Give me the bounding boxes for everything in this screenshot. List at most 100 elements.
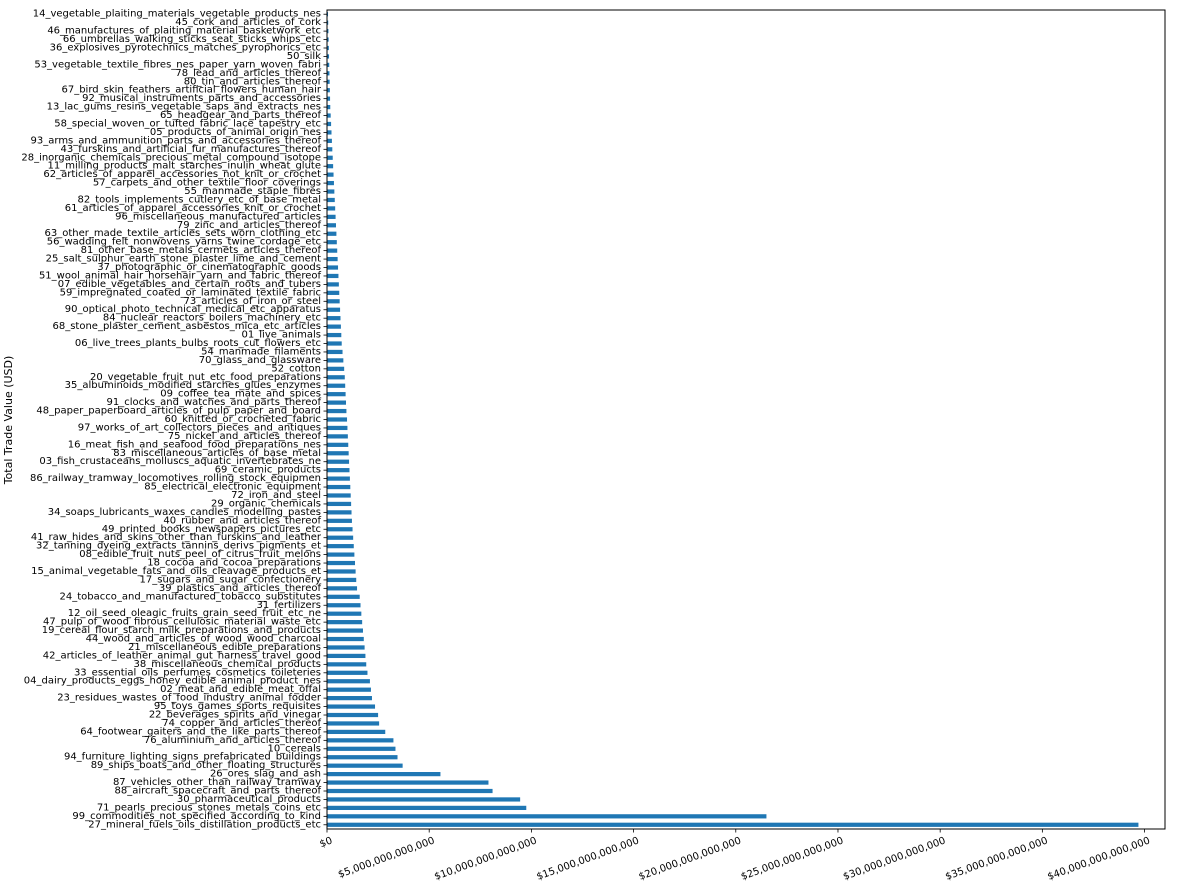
bar <box>327 240 337 245</box>
category-label: 69_ceramic_products <box>215 465 321 476</box>
bar <box>327 341 342 346</box>
category-label: 92_musical_instruments_parts_and_accesso… <box>82 93 321 104</box>
bar <box>327 636 364 642</box>
bar <box>327 425 348 431</box>
bar <box>327 324 341 329</box>
bar <box>327 299 340 304</box>
category-label: 83_miscellaneous_articles_of_base_metal <box>113 448 321 459</box>
category-label: 39_plastics_and_articles_thereof <box>159 583 322 594</box>
category-label: 54_manmade_filaments <box>201 346 321 357</box>
bar <box>327 265 339 270</box>
bar <box>327 62 330 67</box>
category-label: 75_nickel_and_articles_thereof <box>168 431 322 442</box>
bar <box>327 653 366 659</box>
category-label: 86_railway_tramway_locomotives_rolling_s… <box>30 473 321 484</box>
bar <box>327 501 352 507</box>
bar <box>327 704 376 709</box>
category-label: 43_furskins_and_artificial_fur_manufactu… <box>60 144 321 155</box>
bar <box>327 231 337 236</box>
category-label: 60_knitted_or_crocheted_fabric <box>164 414 321 425</box>
bar <box>327 544 354 549</box>
bar <box>327 788 493 794</box>
bar <box>327 375 345 380</box>
category-label: 90_optical_photo_technical_medical_etc_a… <box>65 304 321 315</box>
bars <box>327 12 1139 827</box>
category-label: 05_products_of_animal_origin_nes <box>150 127 321 138</box>
bar <box>327 662 367 667</box>
category-label: 01_live_animals <box>242 330 321 341</box>
bar <box>327 71 330 76</box>
bar <box>327 535 354 540</box>
bar <box>327 594 360 599</box>
category-label: 52_cotton <box>271 363 321 374</box>
category-label: 44_wood_and_articles_of_wood_wood_charco… <box>86 634 321 645</box>
bar <box>327 79 330 84</box>
category-label: 88_aircraft_spacecraft_and_parts_thereof <box>115 786 322 797</box>
category-label: 27_mineral_fuels_oils_distillation_produ… <box>88 819 321 830</box>
category-label: 22_beverages_spirits_and_vinegar <box>149 710 322 721</box>
bar <box>327 88 330 93</box>
bar <box>327 738 394 743</box>
category-label: 93_arms_and_ammunition_parts_and_accesso… <box>31 135 322 146</box>
bar <box>327 586 358 591</box>
category-label: 06_live_trees_plants_bulbs_roots_cut_flo… <box>75 338 321 349</box>
bar <box>327 518 352 523</box>
bar <box>327 332 342 338</box>
category-label: 87_vehicles_other_than_railway_tramway <box>113 777 321 788</box>
category-labels: 14_vegetable_plaiting_materials_vegetabl… <box>21 9 327 830</box>
bar <box>327 121 332 127</box>
category-label: 09_coffee_tea_mate_and_spices <box>160 389 321 400</box>
bar <box>327 687 371 692</box>
bar <box>327 459 350 464</box>
x-tick-label: $15,000,000,000,000 <box>535 835 640 882</box>
bar <box>327 307 341 312</box>
bar <box>327 96 331 101</box>
category-label: 34_soaps_lubricants_waxes_candles_modell… <box>48 507 321 518</box>
category-label: 40_rubber_and_articles_thereof <box>163 515 321 526</box>
category-label: 10_cereals <box>267 743 321 754</box>
category-label: 61_articles_of_apparel_accessories_knit_… <box>65 203 321 214</box>
bar <box>327 400 347 405</box>
category-label: 66_umbrellas_walking_sticks_seat_sticks_… <box>63 34 321 45</box>
bar <box>327 417 348 422</box>
category-label: 96_miscellaneous_manufactured_articles <box>115 211 321 222</box>
category-label: 57_carpets_and_other_textile_floor_cover… <box>93 178 321 189</box>
bar <box>327 755 398 760</box>
category-label: 36_explosives_pyrotechnics_matches_pyrop… <box>50 42 321 53</box>
category-label: 13_lac_gums_resins_vegetable_saps_and_ex… <box>47 102 321 113</box>
x-axis-ticks: $0 $5,000,000,000,000$10,000,000,000,000$… <box>318 829 1152 883</box>
bar <box>327 493 351 498</box>
category-label: 94_furniture_lighting_signs_prefabricate… <box>64 752 321 763</box>
bar <box>327 603 361 608</box>
bar <box>327 721 380 726</box>
category-label: 15_animal_vegetable_fats_and_oils_cleava… <box>31 566 321 577</box>
category-label: 53_vegetable_textile_fibres_nes_paper_ya… <box>34 59 321 70</box>
category-label: 28_inorganic_chemicals_precious_metal_co… <box>21 152 321 163</box>
x-tick-label: $25,000,000,000,000 <box>740 835 845 882</box>
category-label: 72_iron_and_steel <box>231 490 321 501</box>
bar <box>327 197 335 203</box>
bar <box>327 130 332 135</box>
bar <box>327 468 350 473</box>
category-label: 29_organic_chemicals <box>211 498 321 509</box>
bar <box>327 214 336 219</box>
category-label: 24_tobacco_and_manufactured_tobacco_subs… <box>60 591 321 602</box>
category-label: 38_miscellaneous_chemical_products <box>133 659 321 670</box>
bar <box>327 54 330 59</box>
category-label: 02_meat_and_edible_meat_offal <box>160 684 321 695</box>
bar <box>327 189 335 194</box>
category-label: 04_dairy_products_eggs_honey_edible_anim… <box>24 676 321 687</box>
bar <box>327 822 1139 827</box>
bar <box>327 645 365 650</box>
bar <box>327 256 338 262</box>
bar <box>327 20 329 25</box>
category-label: 08_edible_fruit_nuts_peel_of_citrus_frui… <box>79 549 321 560</box>
bar <box>327 206 336 211</box>
category-label: 21_miscellaneous_edible_preparations <box>128 642 321 653</box>
category-label: 31_fertilizers <box>257 600 322 611</box>
category-label: 99_commodities_not_specified_according_t… <box>72 811 321 822</box>
bar <box>327 620 363 625</box>
bar <box>327 527 353 532</box>
category-label: 97_works_of_art_collectors_pieces_and_an… <box>78 422 321 433</box>
